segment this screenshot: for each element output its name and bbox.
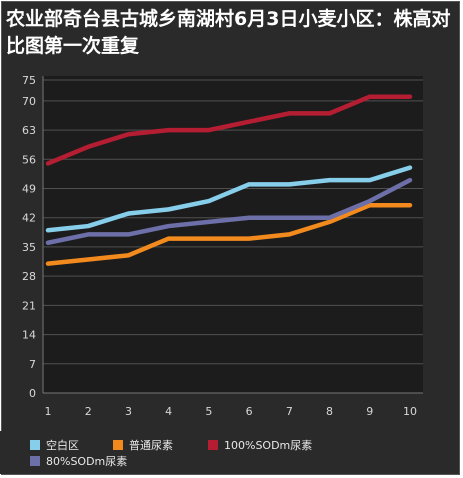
x-tick-label: 5 bbox=[205, 405, 212, 418]
x-tick-label: 2 bbox=[85, 405, 92, 418]
legend-label-urea: 普通尿素 bbox=[129, 439, 173, 452]
legend: 空白区 普通尿素 100%SODm尿素 80%SODm尿素 bbox=[0, 431, 459, 474]
legend-label-sodm100: 100%SODm尿素 bbox=[224, 439, 313, 452]
legend-label-blank: 空白区 bbox=[46, 439, 79, 452]
legend-item-sodm100: 100%SODm尿素 bbox=[208, 438, 312, 452]
legend-item-sodm80: 80%SODm尿素 bbox=[30, 454, 127, 468]
y-tick-label: 21 bbox=[22, 299, 36, 312]
series-line-sodm100 bbox=[45, 94, 413, 166]
y-tick-label: 7 bbox=[29, 358, 36, 371]
y-tick-label: 63 bbox=[22, 124, 36, 137]
y-tick-label: 28 bbox=[22, 270, 36, 283]
x-tick-label: 10 bbox=[403, 405, 417, 418]
x-tick-label: 8 bbox=[326, 405, 333, 418]
x-tick-label: 6 bbox=[246, 405, 253, 418]
legend-item-blank: 空白区 bbox=[30, 438, 79, 452]
x-tick-label: 3 bbox=[125, 405, 132, 418]
legend-swatch-blank bbox=[30, 440, 40, 450]
y-tick-label: 35 bbox=[22, 241, 36, 254]
y-tick-label: 0 bbox=[29, 387, 36, 400]
series-line-urea bbox=[45, 202, 413, 266]
series-line-blank bbox=[45, 165, 413, 233]
x-tick-label: 7 bbox=[286, 405, 293, 418]
y-tick-label: 49 bbox=[22, 183, 36, 196]
legend-swatch-sodm80 bbox=[30, 456, 40, 466]
y-tick-label: 42 bbox=[22, 212, 36, 225]
y-tick-label: 75 bbox=[22, 74, 36, 87]
series-line-sodm80 bbox=[45, 177, 413, 246]
x-tick-label: 1 bbox=[45, 405, 52, 418]
x-tick-label: 9 bbox=[366, 405, 373, 418]
y-tick-label: 70 bbox=[22, 95, 36, 108]
chart-title: 农业部奇台县古城乡南湖村6月3日小麦小区：株高对比图第一次重复 bbox=[6, 8, 451, 57]
y-tick-label: 56 bbox=[22, 153, 36, 166]
x-tick-label: 4 bbox=[165, 405, 172, 418]
legend-item-urea: 普通尿素 bbox=[113, 438, 173, 452]
legend-swatch-urea bbox=[113, 440, 123, 450]
legend-swatch-sodm100 bbox=[208, 440, 218, 450]
legend-label-sodm80: 80%SODm尿素 bbox=[46, 455, 128, 468]
y-tick-label: 14 bbox=[22, 329, 36, 342]
